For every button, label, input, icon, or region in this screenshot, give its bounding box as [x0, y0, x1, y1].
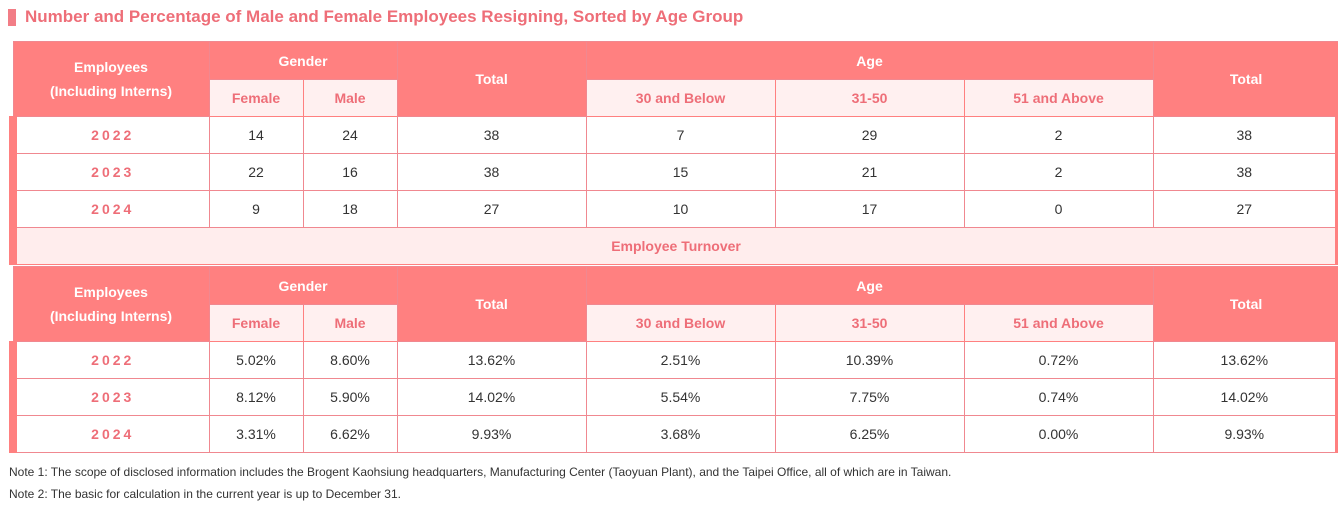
age-31-50-cell: 7.75%	[774, 378, 965, 416]
total-cell: 27	[396, 190, 587, 228]
total-cell: 9.93%	[396, 415, 587, 453]
age-30-below-cell: 3.68%	[585, 415, 776, 453]
age-total-cell: 14.02%	[1152, 378, 1338, 416]
age-31-50-cell: 21	[774, 153, 965, 191]
employees-sublabel: (Including Interns)	[49, 308, 173, 324]
age-30-below-cell: 7	[585, 116, 776, 154]
age-30-below-header: 30 and Below	[585, 304, 776, 342]
age-total-cell: 27	[1152, 190, 1338, 228]
age-31-50-cell: 17	[774, 190, 965, 228]
age-header: Age	[585, 266, 1154, 305]
age-30-below-cell: 5.54%	[585, 378, 776, 416]
employees-label: Employees	[74, 59, 148, 75]
table-row: 2022 5.02% 8.60% 13.62% 2.51% 10.39% 0.7…	[9, 341, 1338, 379]
male-cell: 6.62%	[302, 415, 398, 453]
age-31-50-header: 31-50	[774, 79, 965, 117]
year-cell: 2024	[9, 190, 210, 228]
page-title: Number and Percentage of Male and Female…	[25, 7, 744, 26]
age-31-50-cell: 10.39%	[774, 341, 965, 379]
employees-header: Employees (Including Interns)	[12, 266, 210, 342]
title-accent-bar	[8, 8, 16, 26]
age-30-below-cell: 10	[585, 190, 776, 228]
total-cell: 13.62%	[396, 341, 587, 379]
year-cell: 2023	[9, 378, 210, 416]
female-cell: 8.12%	[208, 378, 304, 416]
age-51-above-cell: 2	[963, 116, 1154, 154]
age-51-above-cell: 2	[963, 153, 1154, 191]
age-30-below-cell: 2.51%	[585, 341, 776, 379]
year-cell: 2023	[9, 153, 210, 191]
age-31-50-cell: 6.25%	[774, 415, 965, 453]
age-total-header: Total	[1152, 41, 1338, 117]
table-row: 2024 9 18 27 10 17 0 27	[9, 190, 1338, 228]
employees-label: Employees	[74, 284, 148, 300]
page-title-row: Number and Percentage of Male and Female…	[8, 6, 743, 28]
age-51-above-cell: 0.00%	[963, 415, 1154, 453]
age-total-header: Total	[1152, 266, 1338, 342]
age-total-cell: 13.62%	[1152, 341, 1338, 379]
male-cell: 16	[302, 153, 398, 191]
note-1: Note 1: The scope of disclosed informati…	[9, 465, 952, 479]
year-cell: 2022	[9, 341, 210, 379]
age-total-cell: 38	[1152, 153, 1338, 191]
age-51-above-header: 51 and Above	[963, 79, 1154, 117]
employee-turnover-band: Employee Turnover	[8, 227, 1338, 265]
year-cell: 2024	[9, 415, 210, 453]
gender-total-header: Total	[396, 266, 587, 342]
gender-header: Gender	[208, 266, 398, 305]
male-cell: 18	[302, 190, 398, 228]
age-30-below-header: 30 and Below	[585, 79, 776, 117]
total-cell: 14.02%	[396, 378, 587, 416]
age-31-50-cell: 29	[774, 116, 965, 154]
female-cell: 9	[208, 190, 304, 228]
female-header: Female	[208, 79, 304, 117]
age-total-cell: 38	[1152, 116, 1338, 154]
table-row: 2023 22 16 38 15 21 2 38	[9, 153, 1338, 191]
age-51-above-header: 51 and Above	[963, 304, 1154, 342]
total-cell: 38	[396, 116, 587, 154]
female-cell: 14	[208, 116, 304, 154]
table-row: 2024 3.31% 6.62% 9.93% 3.68% 6.25% 0.00%…	[9, 415, 1338, 453]
female-cell: 22	[208, 153, 304, 191]
table-row: 2022 14 24 38 7 29 2 38	[9, 116, 1338, 154]
male-cell: 24	[302, 116, 398, 154]
male-header: Male	[302, 79, 398, 117]
resignation-count-table: Employees (Including Interns) Gender Tot…	[8, 41, 1338, 265]
male-cell: 8.60%	[302, 341, 398, 379]
employees-sublabel: (Including Interns)	[49, 83, 173, 99]
note-2: Note 2: The basic for calculation in the…	[9, 487, 401, 501]
footnotes: Note 1: The scope of disclosed informati…	[9, 461, 951, 505]
total-cell: 38	[396, 153, 587, 191]
female-cell: 5.02%	[208, 341, 304, 379]
gender-total-header: Total	[396, 41, 587, 117]
age-30-below-cell: 15	[585, 153, 776, 191]
gender-header: Gender	[208, 41, 398, 80]
female-cell: 3.31%	[208, 415, 304, 453]
age-total-cell: 9.93%	[1152, 415, 1338, 453]
turnover-rate-table: Employees (Including Interns) Gender Tot…	[9, 266, 1338, 453]
year-cell: 2022	[9, 116, 210, 154]
age-51-above-cell: 0.72%	[963, 341, 1154, 379]
age-header: Age	[585, 41, 1154, 80]
age-51-above-cell: 0	[963, 190, 1154, 228]
male-cell: 5.90%	[302, 378, 398, 416]
age-31-50-header: 31-50	[774, 304, 965, 342]
table-row: 2023 8.12% 5.90% 14.02% 5.54% 7.75% 0.74…	[9, 378, 1338, 416]
employees-header: Employees (Including Interns)	[12, 41, 210, 117]
male-header: Male	[302, 304, 398, 342]
age-51-above-cell: 0.74%	[963, 378, 1154, 416]
female-header: Female	[208, 304, 304, 342]
